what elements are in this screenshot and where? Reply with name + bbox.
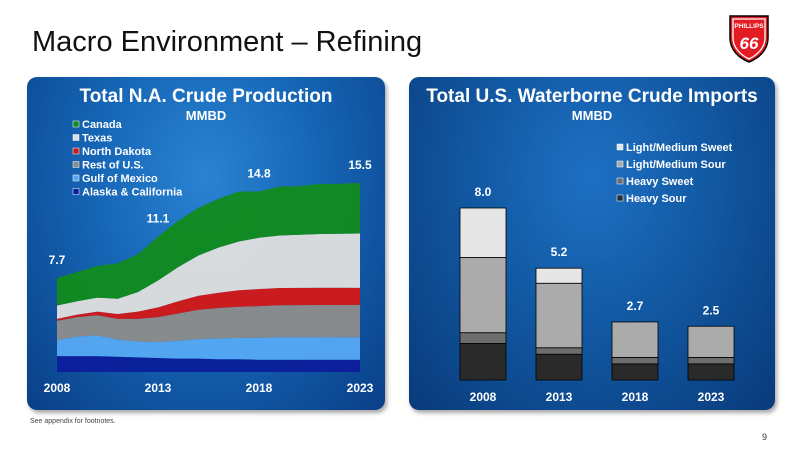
logo-text-top: PHILLIPS [734,23,764,30]
chart-subtitle: MMBD [571,108,613,123]
x-tick-label: 2023 [347,381,374,395]
x-tick-label: 2008 [44,381,71,395]
data-label: 11.1 [147,212,170,226]
bar-light-medium-sour [611,321,659,358]
x-tick-label: 2018 [622,390,649,404]
bar-light-medium-sweet [459,207,507,258]
legend-label: Canada [82,119,123,131]
data-label: 8.0 [475,185,492,199]
bar-light-medium-sour [687,325,735,358]
legend-swatch [72,147,80,155]
legend-swatch [616,194,624,202]
bar-heavy-sweet [687,357,735,365]
legend-label: Light/Medium Sweet [626,142,733,154]
legend-swatch [72,188,80,195]
crude-production-chart: 7.7 11.1 14.8 15.5 2008 2013 2018 2023 Canada Tex… [44,119,374,395]
legend-swatch [72,161,80,168]
legend-swatch [616,143,624,151]
data-label: 7.7 [49,253,66,267]
data-label: 2.7 [627,299,644,313]
bar-heavy-sour [535,353,583,381]
phillips-66-logo: PHILLIPS 66 [729,15,769,63]
area-north-dakota [57,287,360,321]
chart-title: Total N.A. Crude Production [79,86,333,107]
bar-light-medium-sour [459,257,507,334]
legend-label: Heavy Sweet [626,176,694,188]
legend-label: North Dakota [82,146,152,158]
crude-imports-panel: Total U.S. Waterborne Crude Imports MMBD… [409,77,775,410]
crude-imports-chart: 8.0 2008 5.2 2013 2.7 2018 2.5 2023 Light/Medium… [459,142,735,404]
area-gulf-of-mexico [57,335,360,360]
legend-label: Alaska & California [82,187,183,199]
bar-heavy-sour [611,363,659,381]
page-number: 9 [762,432,768,442]
data-label: 2.5 [703,303,720,317]
slide-title: Macro Environment – Refining [32,26,423,58]
legend-swatch [616,177,624,185]
x-tick-label: 2023 [698,390,725,404]
legend-label: Gulf of Mexico [82,173,158,185]
data-label: 14.8 [247,166,271,180]
bar-heavy-sour [687,363,735,381]
crude-production-panel: Total N.A. Crude Production MMBD 7.7 11.1… [27,77,385,410]
bar-heavy-sweet [611,357,659,365]
bar-heavy-sweet [459,332,507,344]
data-label: 5.2 [551,245,568,259]
x-tick-label: 2013 [546,390,573,404]
area-texas [57,233,360,319]
data-label: 15.5 [348,158,372,172]
bar-light-medium-sour [535,282,583,349]
chart-title: Total U.S. Waterborne Crude Imports [426,86,758,107]
area-alaska-california [57,356,360,372]
chart-subtitle: MMBD [185,108,227,123]
legend-label: Texas [82,133,112,145]
bar-heavy-sour [459,343,507,381]
area-canada [57,182,360,306]
legend-label: Light/Medium Sour [626,159,726,171]
bar-heavy-sweet [535,347,583,355]
legend-swatch [72,120,80,128]
legend-swatch [616,160,624,168]
legend-swatch [72,134,80,141]
logo-text-number: 66 [740,34,759,53]
x-tick-label: 2018 [246,381,273,395]
area-rest-of-u-s [57,304,360,343]
footnote: See appendix for footnotes. [30,418,116,425]
bar-light-medium-sweet [535,267,583,284]
legend-label: Heavy Sour [626,193,687,205]
legend-label: Rest of U.S. [82,160,144,172]
x-tick-label: 2008 [470,390,497,404]
x-tick-label: 2013 [145,381,172,395]
legend-swatch [72,174,80,182]
